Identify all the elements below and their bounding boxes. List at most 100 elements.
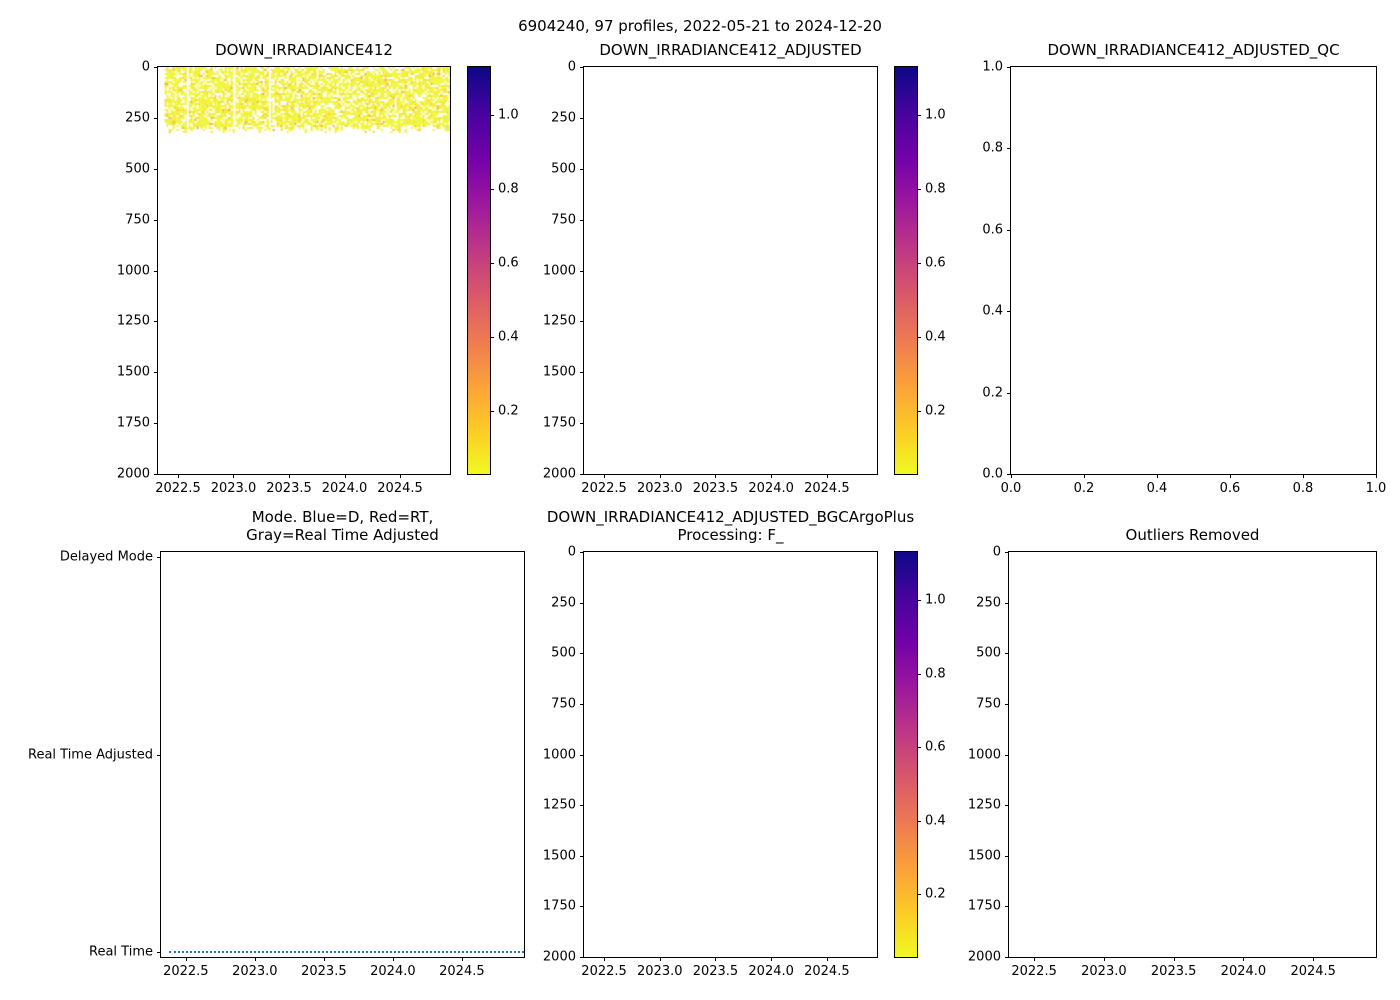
x-tick-label: 2023.0 bbox=[1081, 964, 1127, 979]
x-tick-label: 2024.5 bbox=[439, 964, 485, 979]
colorbar-tick-label: 1.0 bbox=[498, 107, 519, 123]
mode-line-real-time bbox=[169, 951, 524, 954]
y-tick-mark bbox=[580, 602, 584, 604]
x-tick-mark bbox=[659, 957, 661, 961]
y-tick-label: 1000 bbox=[116, 263, 150, 278]
y-tick-label: 1250 bbox=[116, 313, 150, 329]
colorbar-tick-mark bbox=[917, 411, 921, 413]
plot-mode: Mode. Blue=D, Red=RT, Gray=Real Time Adj… bbox=[28, 508, 525, 979]
colorbar-tick-label: 0.4 bbox=[498, 329, 519, 345]
x-tick-mark bbox=[1103, 957, 1105, 961]
y-tick-label: 2000 bbox=[542, 466, 576, 482]
y-tick-mark bbox=[580, 474, 584, 475]
y-tick-label: 500 bbox=[125, 161, 150, 177]
x-tick-mark bbox=[323, 957, 325, 961]
y-tick-label: 1500 bbox=[542, 364, 576, 380]
colorbar-tick-mark bbox=[917, 894, 921, 896]
y-tick-mark bbox=[157, 556, 161, 558]
colorbar-tick-mark bbox=[490, 189, 494, 191]
y-tick-label: 250 bbox=[551, 595, 576, 611]
x-tick-mark bbox=[1243, 957, 1245, 961]
y-tick-label: 1.0 bbox=[982, 59, 1003, 75]
y-tick-mark bbox=[1005, 805, 1009, 807]
x-tick-mark bbox=[771, 957, 773, 961]
y-tick-mark bbox=[154, 168, 158, 170]
panel-title: DOWN_IRRADIANCE412 bbox=[215, 41, 393, 60]
y-tick-mark bbox=[580, 67, 584, 68]
y-tick-mark bbox=[1005, 855, 1009, 857]
x-tick-label: 2023.5 bbox=[1150, 964, 1197, 979]
x-tick-label: 0.8 bbox=[1292, 481, 1314, 496]
y-tick-label: 0.6 bbox=[982, 222, 1003, 238]
y-tick-mark bbox=[157, 952, 161, 954]
colorbar-tick-label: 0.8 bbox=[925, 666, 946, 681]
x-tick-mark bbox=[233, 474, 235, 478]
x-tick-mark bbox=[659, 474, 661, 478]
colorbar-tick-label: 0.2 bbox=[925, 886, 946, 902]
y-tick-label: 1500 bbox=[116, 364, 150, 380]
colorbar-tick-label: 0.6 bbox=[925, 255, 946, 271]
x-tick-mark bbox=[604, 957, 606, 961]
y-tick-label: 2000 bbox=[116, 466, 150, 482]
x-tick-mark bbox=[1157, 474, 1158, 478]
y-tick-mark bbox=[1005, 653, 1009, 655]
y-tick-label: 250 bbox=[551, 110, 576, 126]
y-tick-mark bbox=[580, 270, 584, 272]
y-tick-mark bbox=[154, 67, 158, 68]
colorbar-tick-mark bbox=[490, 411, 494, 413]
y-tick-label: 0 bbox=[567, 544, 576, 560]
y-tick-mark bbox=[1005, 703, 1009, 705]
x-tick-mark bbox=[289, 474, 290, 478]
x-tick-mark bbox=[344, 474, 346, 478]
y-tick-label: 500 bbox=[551, 161, 576, 177]
y-tick-label: Real Time Adjusted bbox=[28, 747, 153, 762]
x-tick-mark bbox=[1376, 474, 1377, 478]
y-tick-label: 750 bbox=[551, 696, 576, 712]
y-tick-label: 750 bbox=[125, 212, 150, 228]
y-tick-mark bbox=[1005, 957, 1009, 958]
colorbar-down-irradiance412: 1.0 0.8 0.6 0.4 0.2 bbox=[467, 66, 519, 475]
y-tick-mark bbox=[1005, 602, 1009, 604]
x-tick-label: 1.0 bbox=[1365, 481, 1387, 496]
y-tick-label: 1000 bbox=[967, 747, 1001, 762]
y-tick-mark bbox=[154, 270, 158, 272]
x-tick-label: 2024.0 bbox=[748, 481, 794, 496]
colorbar-down-irradiance412-adjusted-bgcargoplus: 1.0 0.8 0.6 0.4 0.2 bbox=[894, 551, 946, 958]
x-tick-label: 2024.5 bbox=[1290, 964, 1336, 979]
y-tick-label: 0.2 bbox=[982, 385, 1003, 401]
y-tick-mark bbox=[1007, 311, 1011, 313]
colorbar-tick-label: 0.2 bbox=[925, 403, 946, 419]
x-tick-label: 2024.0 bbox=[748, 964, 794, 979]
y-tick-label: 500 bbox=[976, 645, 1001, 661]
x-tick-mark bbox=[604, 474, 606, 478]
colorbar-tick-mark bbox=[917, 263, 921, 265]
y-tick-label: 1750 bbox=[542, 898, 576, 914]
colorbar-tick-mark bbox=[917, 599, 921, 601]
x-tick-label: 2022.5 bbox=[1011, 964, 1057, 979]
y-tick-label: 500 bbox=[551, 645, 576, 661]
y-tick-label: 1750 bbox=[116, 415, 150, 431]
x-tick-mark bbox=[177, 474, 179, 478]
x-tick-label: 2023.5 bbox=[692, 964, 739, 979]
y-tick-label: 250 bbox=[125, 110, 150, 126]
panel-title: DOWN_IRRADIANCE412_ADJUSTED_QC bbox=[1047, 41, 1340, 60]
y-tick-label: 1250 bbox=[967, 797, 1001, 813]
y-tick-mark bbox=[157, 754, 161, 756]
y-tick-mark bbox=[580, 372, 584, 374]
x-tick-label: 2024.0 bbox=[321, 481, 368, 496]
colorbar-tick-label: 0.8 bbox=[925, 181, 946, 197]
y-tick-mark bbox=[580, 855, 584, 857]
x-tick-mark bbox=[1011, 474, 1012, 478]
y-tick-mark bbox=[580, 805, 584, 807]
figure-suptitle: 6904240, 97 profiles, 2022-05-21 to 2024… bbox=[518, 17, 882, 35]
x-tick-label: 2023.0 bbox=[637, 964, 683, 979]
y-tick-label: 1000 bbox=[542, 263, 576, 278]
plot-down-irradiance412: DOWN_IRRADIANCE412 2022.5 2023.0 2023.5 202… bbox=[117, 41, 451, 496]
colorbar-tick-label: 0.6 bbox=[498, 255, 519, 271]
y-tick-mark bbox=[1007, 474, 1011, 475]
x-tick-label: 2024.5 bbox=[804, 964, 850, 979]
x-tick-label: 0.2 bbox=[1073, 481, 1095, 496]
y-tick-mark bbox=[580, 168, 584, 170]
y-tick-mark bbox=[580, 552, 584, 553]
y-tick-mark bbox=[154, 423, 158, 425]
